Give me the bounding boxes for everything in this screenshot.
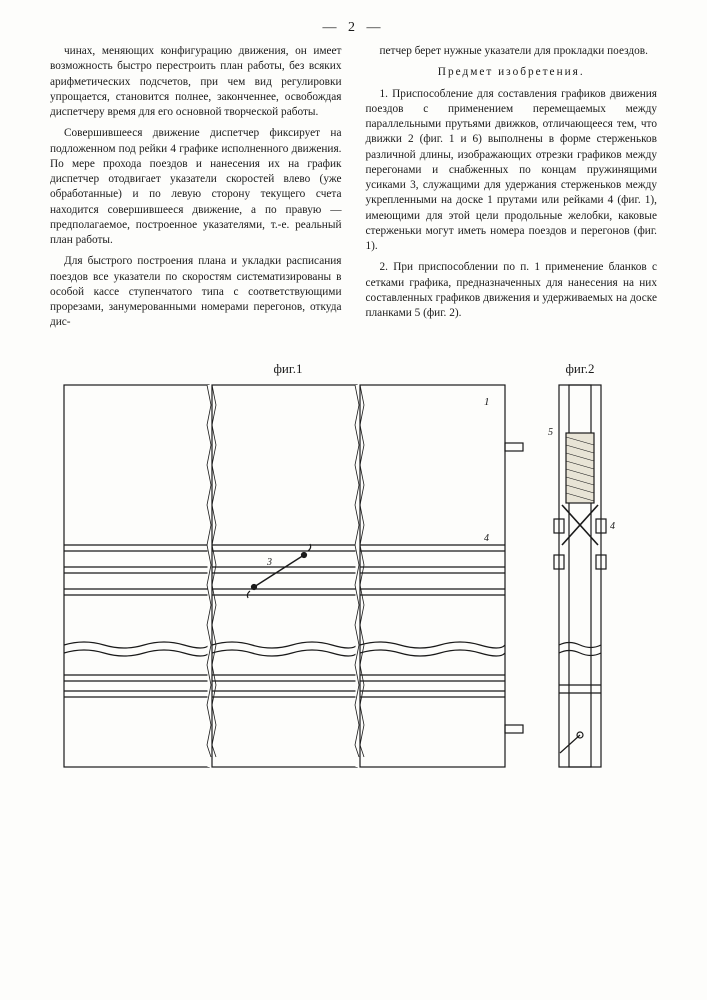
right-column: петчер берет нужные указатели для прокла… [366, 44, 658, 337]
fig2-label: фиг.2 [566, 361, 595, 377]
para: 1. Приспособление для составления график… [366, 87, 658, 255]
fig1-label: фиг.1 [274, 361, 303, 377]
figure-area: фиг.1 фиг.2 [54, 355, 654, 785]
para: чинах, меняющих конфигурацию движения, о… [50, 44, 342, 120]
page-number: — 2 — [50, 20, 657, 36]
callout-4b: 4 [610, 521, 615, 532]
callout-4: 4 [484, 533, 489, 544]
callout-3: 3 [266, 557, 272, 568]
para: Для быстрого построения плана и укладки … [50, 254, 342, 330]
page-root: — 2 — чинах, меняющих конфигурацию движе… [0, 0, 707, 1000]
para: Совершившееся движение диспетчер фиксиру… [50, 126, 342, 248]
fig2-group [554, 385, 606, 767]
figures-svg: 1 3 4 [54, 355, 654, 785]
text-columns: чинах, меняющих конфигурацию движения, о… [50, 44, 657, 337]
para: 2. При приспособлении по п. 1 применение… [366, 260, 658, 321]
section-heading: Предмет изобретения. [366, 65, 658, 80]
callout-1: 1 [484, 396, 490, 408]
fig1-group [64, 385, 523, 767]
callout-5: 5 [548, 427, 553, 438]
left-column: чинах, меняющих конфигурацию движения, о… [50, 44, 342, 337]
para: петчер берет нужные указатели для прокла… [366, 44, 658, 59]
